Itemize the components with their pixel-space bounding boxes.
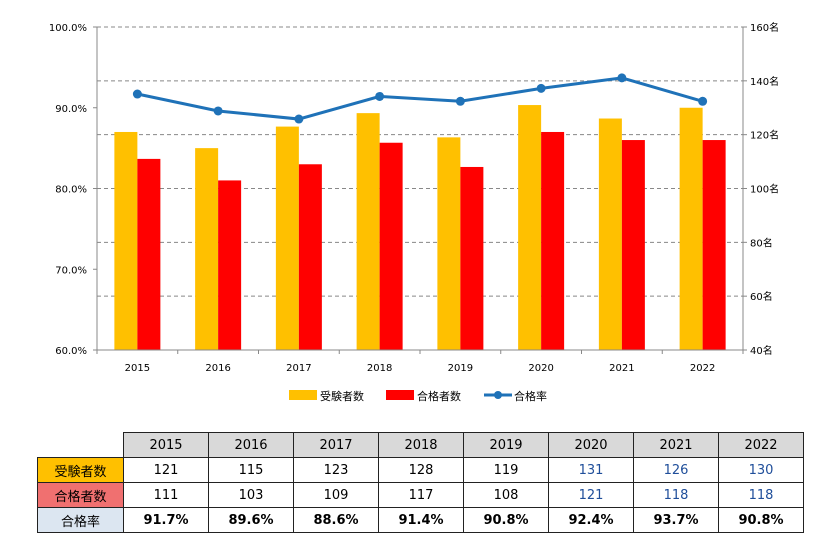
legend-swatch-passers [386, 390, 414, 400]
bar-examinees [679, 107, 703, 350]
table-cell: 90.8% [718, 507, 804, 533]
rate-point [294, 114, 304, 124]
x-tick-label: 2015 [125, 363, 150, 374]
table-row-examinees: 受験者数 121 115 123 128 119 131 126 130 [37, 457, 804, 483]
table-cell: 118 [633, 482, 719, 508]
table-cell: 88.6% [293, 507, 379, 533]
table-cell: 121 [548, 482, 634, 508]
right-tick-label: 60名 [750, 290, 773, 303]
table-cell: 118 [718, 482, 804, 508]
right-tick-label: 40名 [750, 344, 773, 357]
legend-label-examinees: 受験者数 [320, 389, 364, 403]
left-tick-label: 100.0% [49, 23, 87, 34]
x-tick-label: 2021 [609, 363, 634, 374]
year-header: 2017 [293, 432, 379, 458]
right-tick-label: 80名 [750, 236, 773, 249]
legend-label-passers: 合格者数 [417, 389, 461, 403]
bar-examinees [598, 118, 622, 351]
right-tick-label: 160名 [750, 21, 779, 34]
table-cell: 131 [548, 457, 634, 483]
rate-point [455, 96, 465, 106]
year-header: 2021 [633, 432, 719, 458]
table-cell: 117 [378, 482, 464, 508]
left-tick-label: 60.0% [55, 346, 87, 357]
table-cell: 115 [208, 457, 294, 483]
data-table: 2015 2016 2017 2018 2019 2020 2021 2022 … [37, 432, 804, 533]
rate-line [137, 76, 704, 121]
table-cell: 103 [208, 482, 294, 508]
bar-examinees [437, 137, 461, 350]
year-header: 2016 [208, 432, 294, 458]
x-tick-label: 2019 [448, 363, 473, 374]
left-tick-label: 90.0% [55, 104, 87, 115]
bar-examinees [518, 105, 542, 350]
x-tick-label: 2020 [528, 363, 553, 374]
x-tick-label: 2017 [286, 363, 311, 374]
axes: 100.0% 90.0% 80.0% 70.0% 60.0% 160名 140名 120名 10… [49, 21, 779, 374]
bar-passers [298, 164, 322, 350]
table-cell: 119 [463, 457, 549, 483]
legend-marker-rate [494, 391, 502, 399]
table-cell: 108 [463, 482, 549, 508]
year-header: 2015 [123, 432, 209, 458]
rate-point [213, 106, 223, 116]
right-tick-label: 140名 [750, 75, 779, 88]
table-cell: 109 [293, 482, 379, 508]
bar-passers [541, 131, 565, 350]
bar-examinees [195, 148, 219, 350]
year-header: 2019 [463, 432, 549, 458]
legend: 受験者数 合格者数 合格率 [289, 389, 547, 403]
x-tick-label: 2016 [205, 363, 230, 374]
bar-passers [621, 140, 645, 350]
bar-passers [379, 142, 403, 350]
combo-chart: 100.0% 90.0% 80.0% 70.0% 60.0% 160名 140名 120名 10… [49, 21, 779, 403]
legend-label-rate: 合格率 [514, 389, 547, 403]
table-cell: 130 [718, 457, 804, 483]
row-label: 受験者数 [37, 457, 124, 483]
rate-point [536, 83, 546, 93]
rate-point [132, 89, 142, 99]
bar-passers [218, 180, 242, 350]
right-tick-label: 120名 [750, 129, 779, 142]
table-row-passers: 合格者数 111 103 109 117 108 121 118 118 [37, 482, 804, 508]
table-cell: 90.8% [463, 507, 549, 533]
bar-series [114, 105, 726, 351]
legend-swatch-examinees [289, 390, 317, 400]
rate-point [375, 91, 385, 101]
rate-point [617, 73, 627, 83]
table-cell: 121 [123, 457, 209, 483]
table-cell: 92.4% [548, 507, 634, 533]
table-cell: 93.7% [633, 507, 719, 533]
table-cell: 123 [293, 457, 379, 483]
left-tick-label: 80.0% [55, 185, 87, 196]
table-cell: 111 [123, 482, 209, 508]
bar-passers [137, 158, 161, 350]
year-header: 2018 [378, 432, 464, 458]
gridlines [97, 26, 743, 297]
year-header: 2020 [548, 432, 634, 458]
bar-examinees [114, 131, 138, 350]
table-cell: 128 [378, 457, 464, 483]
x-tick-label: 2018 [367, 363, 392, 374]
year-header: 2022 [718, 432, 804, 458]
row-label: 合格者数 [37, 482, 124, 508]
bar-examinees [356, 113, 380, 350]
rate-point [698, 96, 708, 106]
table-cell: 91.4% [378, 507, 464, 533]
left-tick-label: 70.0% [55, 265, 87, 276]
table-cell: 91.7% [123, 507, 209, 533]
row-label: 合格率 [37, 507, 124, 533]
bar-passers [460, 166, 484, 350]
right-tick-label: 100名 [750, 183, 779, 196]
x-tick-label: 2022 [690, 363, 715, 374]
bar-examinees [275, 126, 299, 350]
table-cell: 89.6% [208, 507, 294, 533]
rate-line-series [132, 73, 708, 124]
table-cell: 126 [633, 457, 719, 483]
table-header-row: 2015 2016 2017 2018 2019 2020 2021 2022 [37, 432, 804, 458]
bar-passers [702, 140, 726, 350]
table-corner [37, 432, 124, 458]
table-row-pass-rate: 合格率 91.7% 89.6% 88.6% 91.4% 90.8% 92.4% … [37, 507, 804, 533]
